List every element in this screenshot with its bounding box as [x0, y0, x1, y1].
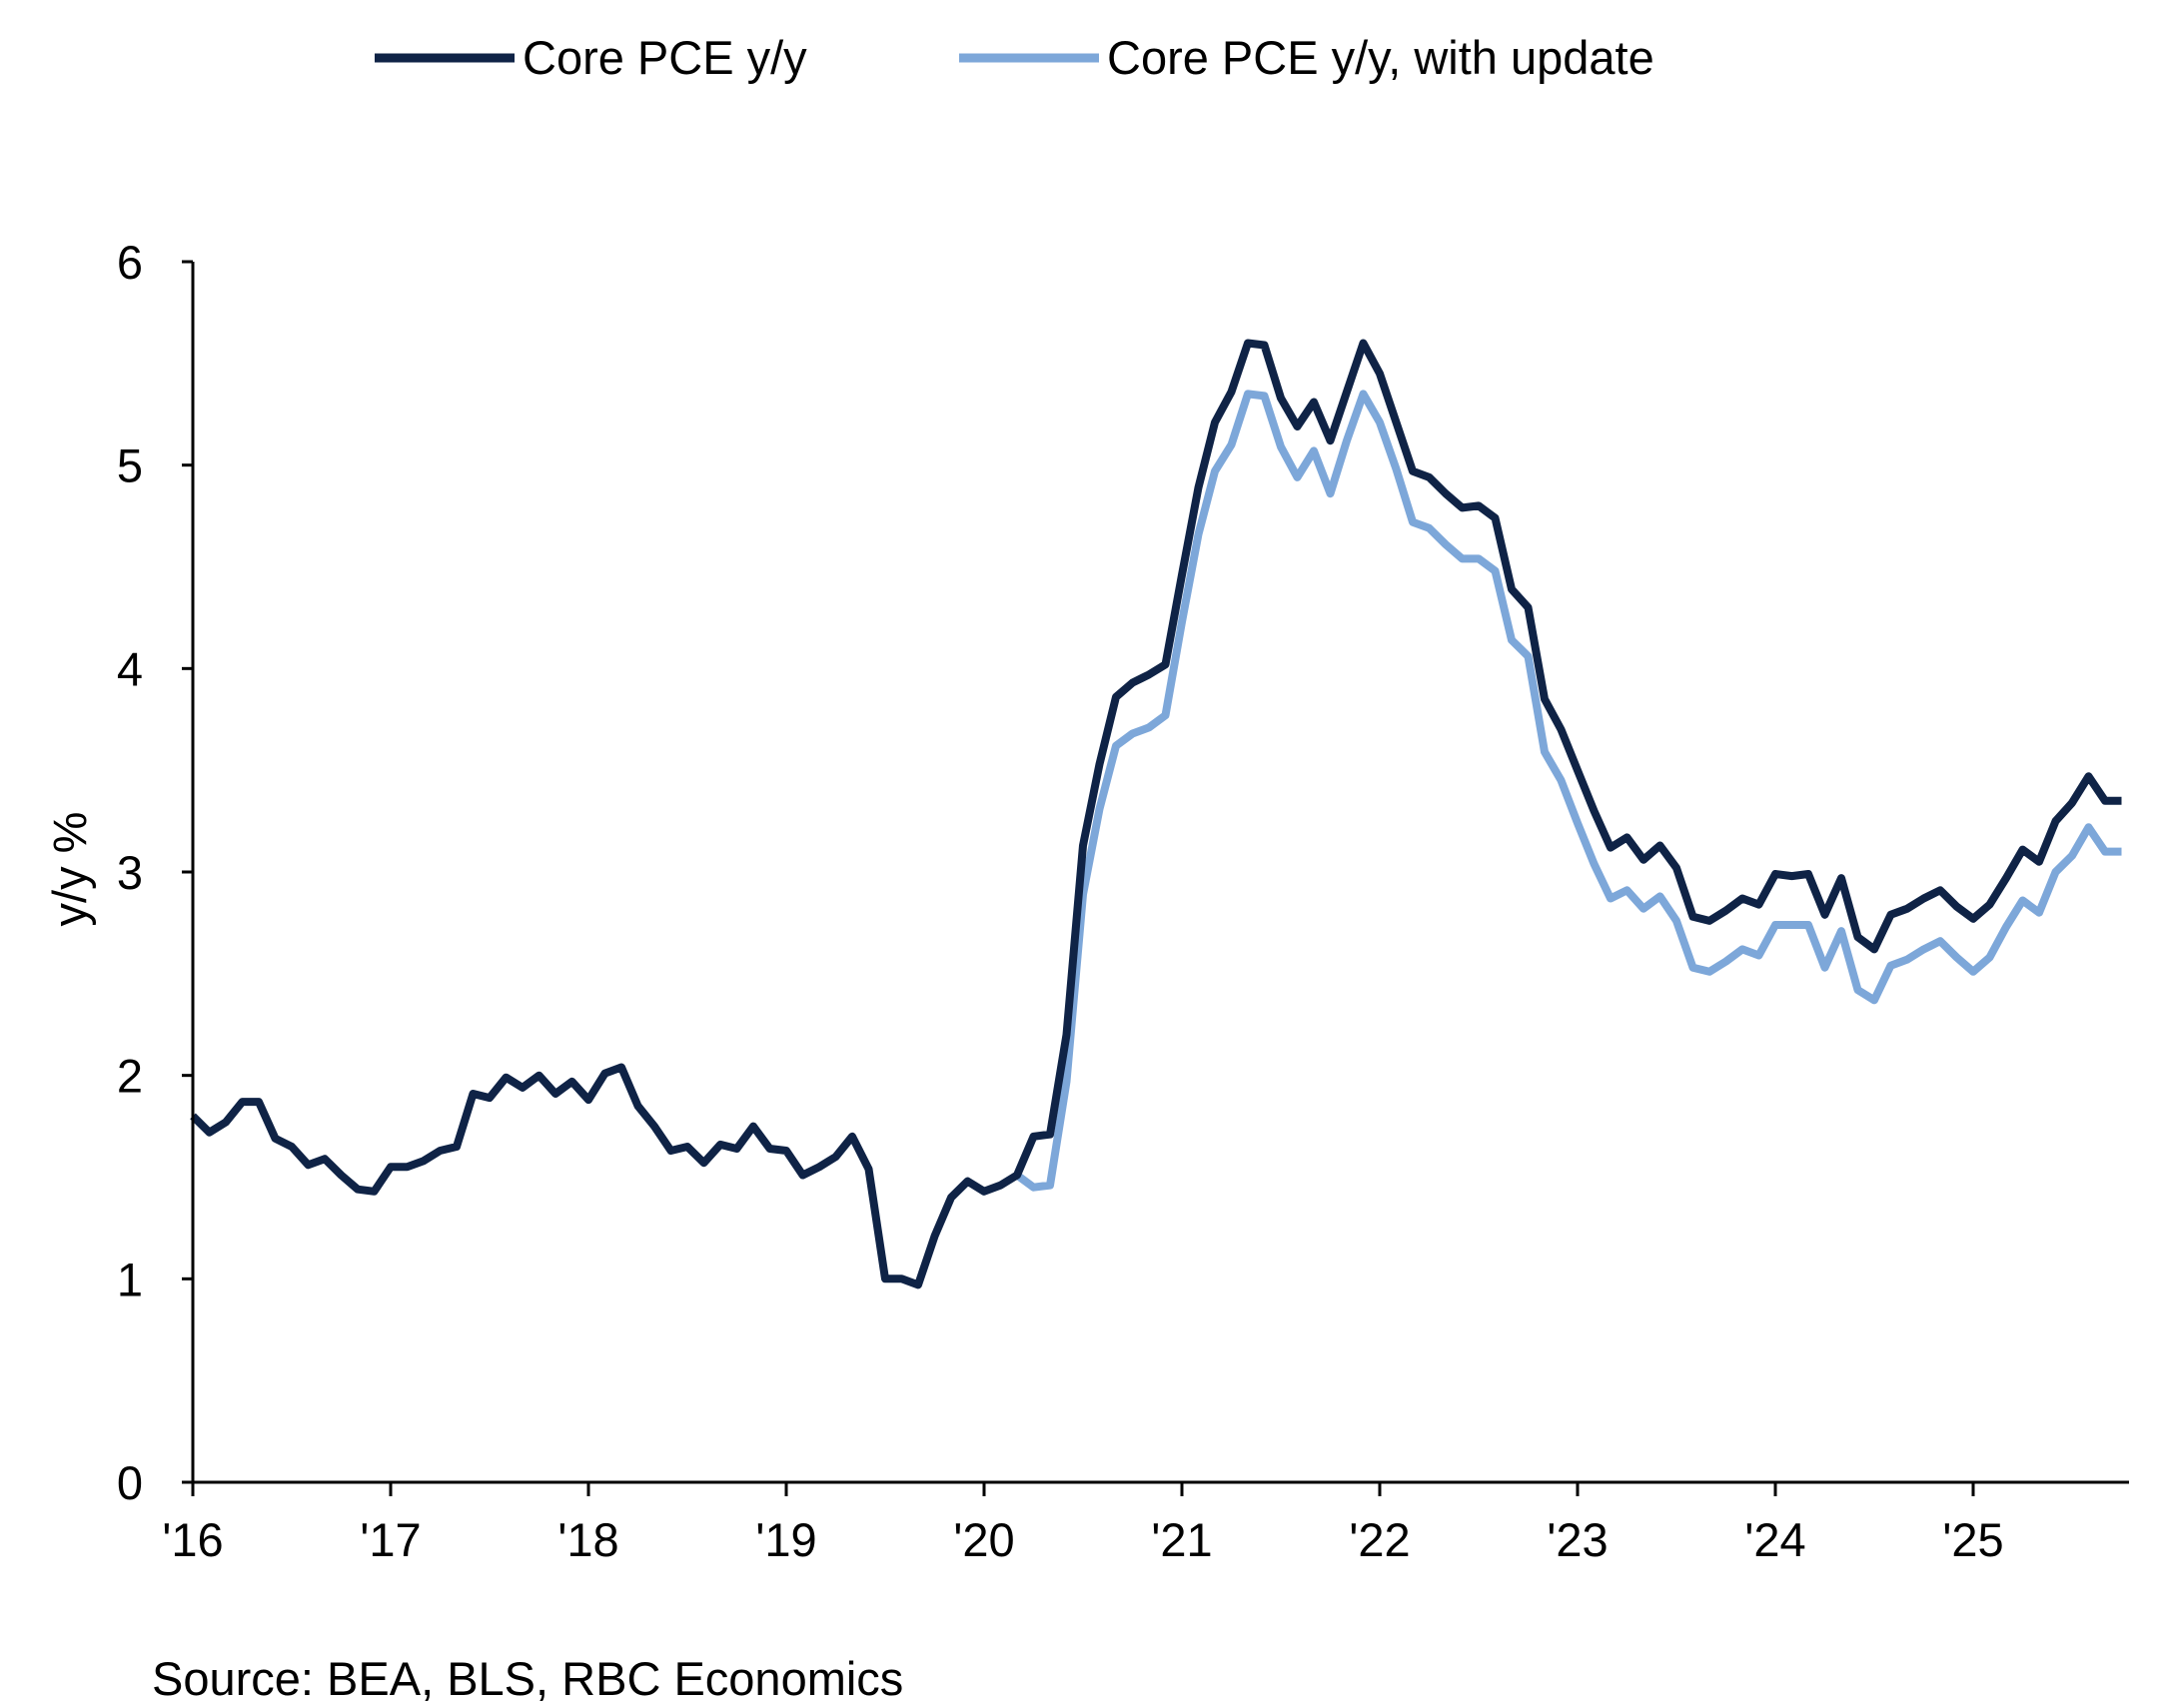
legend: Core PCE y/y Core PCE y/y, with update	[375, 31, 1654, 84]
x-tick-label: '17	[360, 1513, 421, 1566]
x-tick-label: '23	[1547, 1513, 1608, 1566]
series-line-core-pce-update	[1014, 390, 2122, 1192]
y-tick-label: 3	[117, 846, 143, 899]
x-tick-label: '19	[755, 1513, 816, 1566]
series-line-core-pce	[190, 339, 2122, 1289]
plot-area: 0 1 2 3 4 5 6 '16 '17 '18 '19 '20 '21 '22 '23 '24 '25	[117, 236, 2129, 1566]
y-tick-label: 4	[117, 642, 143, 695]
x-tick-label: '22	[1349, 1513, 1410, 1566]
x-tick-label: '25	[1942, 1513, 2003, 1566]
y-tick-label: 2	[117, 1050, 143, 1103]
y-tick-label: 1	[117, 1253, 143, 1305]
y-tick-label: 6	[117, 236, 143, 289]
y-axis-ticks: 0 1 2 3 4 5 6	[117, 236, 193, 1509]
legend-label-core-pce: Core PCE y/y	[523, 31, 807, 84]
y-tick-label: 5	[117, 439, 143, 492]
y-axis-title: y/y %	[43, 812, 96, 927]
series-lines	[190, 339, 2122, 1289]
x-tick-label: '20	[953, 1513, 1014, 1566]
x-tick-label: '16	[162, 1513, 223, 1566]
legend-label-core-pce-update: Core PCE y/y, with update	[1107, 31, 1654, 84]
x-tick-label: '18	[557, 1513, 618, 1566]
x-tick-label: '21	[1151, 1513, 1212, 1566]
x-tick-label: '24	[1744, 1513, 1805, 1566]
source-note: Source: BEA, BLS, RBC Economics	[152, 1652, 903, 1705]
x-axis-ticks: '16 '17 '18 '19 '20 '21 '22 '23 '24 '25	[162, 1482, 2004, 1566]
y-tick-label: 0	[117, 1456, 143, 1509]
